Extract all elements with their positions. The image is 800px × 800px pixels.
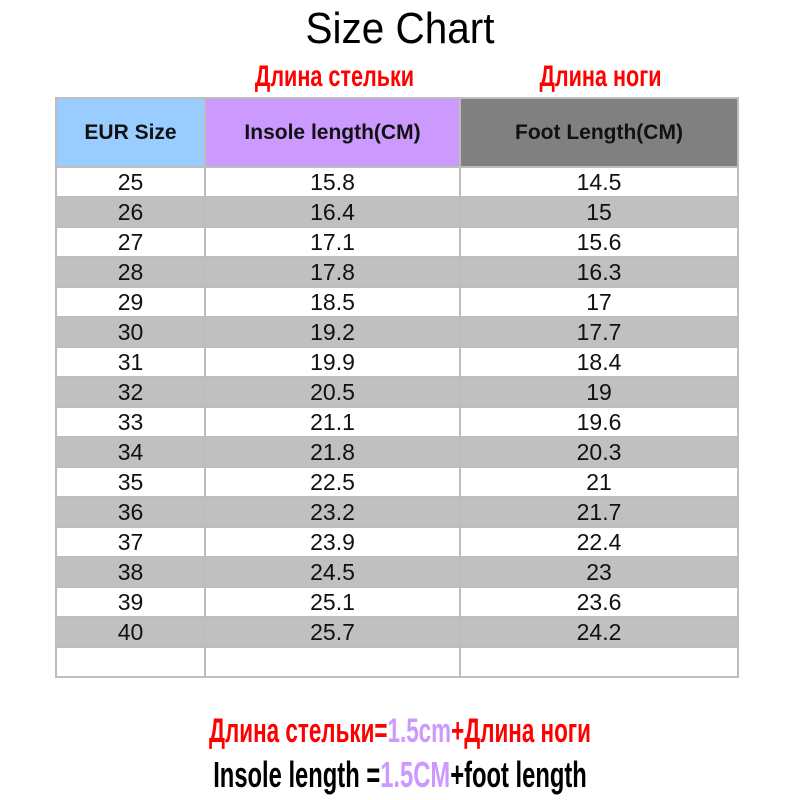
formula-ru-left: Длина стельки=: [209, 712, 388, 750]
cell-insole-length: 25.1: [204, 586, 461, 618]
table-row: 36 23.2 21.7: [55, 496, 739, 528]
cell-insole-length: 19.9: [204, 346, 461, 378]
formula-en-left: Insole length =: [213, 754, 381, 795]
cell-insole-length: 21.1: [204, 406, 461, 438]
cell-insole-length: 20.5: [204, 376, 461, 408]
cell-insole-length: 22.5: [204, 466, 461, 498]
cell-foot-length: 16.3: [459, 256, 739, 288]
table-row: 34 21.8 20.3: [55, 436, 739, 468]
cell-insole-length: 23.9: [204, 526, 461, 558]
cell-foot-length: 20.3: [459, 436, 739, 468]
formula-ru: Длина стельки=1.5cm+Длина ноги: [136, 712, 664, 751]
formula-ru-right: +Длина ноги: [451, 712, 591, 750]
header-eur-size: EUR Size: [55, 97, 206, 168]
formula-en: Insole length =1.5CM+foot length: [136, 754, 664, 796]
header-row: EUR Size Insole length(CM) Foot Length(C…: [55, 97, 739, 168]
formula-ru-value: 1.5cm: [387, 712, 452, 750]
cell-insole-length: 17.1: [204, 226, 461, 258]
cell-insole-length: 15.8: [204, 166, 461, 198]
foot-label-ru: Длина ноги: [539, 60, 662, 93]
cell-foot-length: [459, 646, 739, 678]
table-row: 29 18.5 17: [55, 286, 739, 318]
cell-eur-size: 35: [55, 466, 206, 498]
cell-foot-length: 23: [459, 556, 739, 588]
insole-label-ru: Длина стельки: [254, 60, 415, 93]
table-row: 25 15.8 14.5: [55, 166, 739, 198]
header-insole-length: Insole length(CM): [204, 97, 461, 168]
cell-insole-length: [204, 646, 461, 678]
cell-eur-size: 34: [55, 436, 206, 468]
cell-eur-size: 32: [55, 376, 206, 408]
table-row: 32 20.5 19: [55, 376, 739, 408]
cell-foot-length: 17.7: [459, 316, 739, 348]
cell-insole-length: 16.4: [204, 196, 461, 228]
cell-eur-size: 40: [55, 616, 206, 648]
cell-foot-length: 17: [459, 286, 739, 318]
cell-eur-size: 25: [55, 166, 206, 198]
table-row: 31 19.9 18.4: [55, 346, 739, 378]
cell-insole-length: 17.8: [204, 256, 461, 288]
cell-foot-length: 21.7: [459, 496, 739, 528]
cell-foot-length: 21: [459, 466, 739, 498]
table-row: 30 19.2 17.7: [55, 316, 739, 348]
cell-insole-length: 23.2: [204, 496, 461, 528]
table-row: 33 21.1 19.6: [55, 406, 739, 438]
cell-eur-size: 36: [55, 496, 206, 528]
cell-foot-length: 15.6: [459, 226, 739, 258]
cell-eur-size: 29: [55, 286, 206, 318]
cell-eur-size: 26: [55, 196, 206, 228]
page-title: Size Chart: [305, 4, 495, 53]
cell-foot-length: 23.6: [459, 586, 739, 618]
cell-eur-size: 30: [55, 316, 206, 348]
cell-foot-length: 14.5: [459, 166, 739, 198]
table-row: 28 17.8 16.3: [55, 256, 739, 288]
cell-eur-size: [55, 646, 206, 678]
table-row: 37 23.9 22.4: [55, 526, 739, 558]
size-table: EUR Size Insole length(CM) Foot Length(C…: [55, 97, 739, 678]
cell-foot-length: 19: [459, 376, 739, 408]
cell-insole-length: 25.7: [204, 616, 461, 648]
cell-eur-size: 37: [55, 526, 206, 558]
cell-eur-size: 28: [55, 256, 206, 288]
table-row: [55, 646, 739, 678]
table-row: 35 22.5 21: [55, 466, 739, 498]
table-row: 27 17.1 15.6: [55, 226, 739, 258]
cell-insole-length: 24.5: [204, 556, 461, 588]
cell-eur-size: 38: [55, 556, 206, 588]
cell-insole-length: 19.2: [204, 316, 461, 348]
cell-foot-length: 22.4: [459, 526, 739, 558]
cell-eur-size: 39: [55, 586, 206, 618]
table-row: 39 25.1 23.6: [55, 586, 739, 618]
formula-en-value: 1.5CM: [380, 754, 451, 795]
cell-eur-size: 33: [55, 406, 206, 438]
table-row: 26 16.4 15: [55, 196, 739, 228]
table-row: 40 25.7 24.2: [55, 616, 739, 648]
cell-insole-length: 21.8: [204, 436, 461, 468]
cell-foot-length: 24.2: [459, 616, 739, 648]
cell-insole-length: 18.5: [204, 286, 461, 318]
cell-eur-size: 27: [55, 226, 206, 258]
table-row: 38 24.5 23: [55, 556, 739, 588]
formula-en-right: +foot length: [450, 754, 587, 795]
cell-eur-size: 31: [55, 346, 206, 378]
cell-foot-length: 15: [459, 196, 739, 228]
header-foot-length: Foot Length(CM): [459, 97, 739, 168]
cell-foot-length: 18.4: [459, 346, 739, 378]
cell-foot-length: 19.6: [459, 406, 739, 438]
